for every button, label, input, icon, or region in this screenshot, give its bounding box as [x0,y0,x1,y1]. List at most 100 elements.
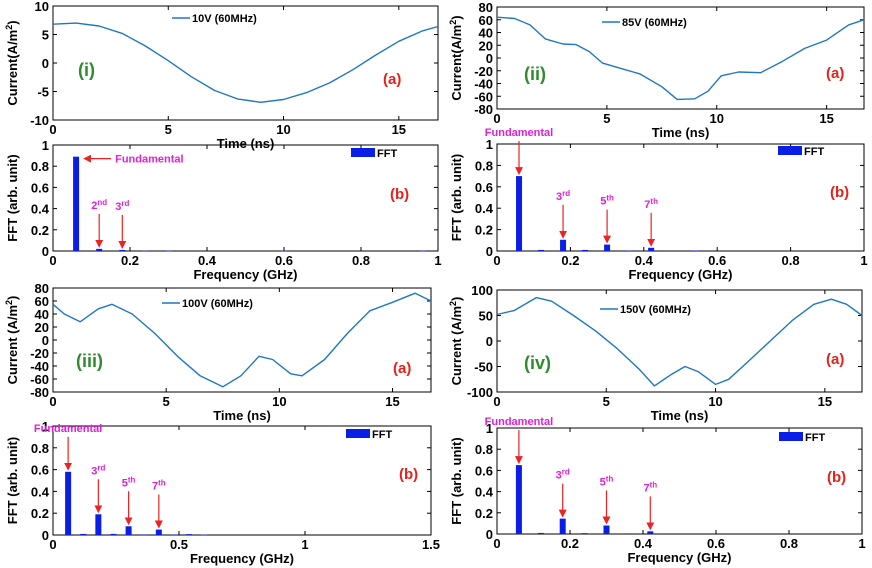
panel-p3b: 0 0.5 1 1.5 0 0.2 0.4 0.6 0.8 1 Frequency (GHz) FFT… [5,419,440,566]
annotation-label: 7th [643,480,657,495]
x-tick-label: 0 [49,394,56,409]
fft-bar [165,250,172,252]
fft-bar [65,471,72,535]
fft-bar [625,533,632,534]
x-tick-label: 0 [493,536,500,551]
y-axis-label: FFT (arb. unit) [449,154,464,241]
x-tick-label: 1.5 [422,537,440,552]
fft-bar [125,526,132,535]
y-tick-label: 0 [42,333,49,348]
fft-bar [515,465,522,534]
y-tick-label: 0 [486,334,493,349]
x-tick-label: 0.4 [198,253,217,268]
y-tick-label: -100 [467,385,493,400]
legend-bar-swatch [351,148,375,157]
axes-box [52,144,439,252]
legend-label: 85V (60MHz) [622,17,687,29]
y-tick-label: 80 [35,281,49,296]
x-tick-label: 0 [493,394,500,409]
panel-tag: (a) [393,360,411,377]
fft-bar [119,249,126,251]
panel-tag: (b) [390,186,409,203]
x-tick-label: 0.8 [782,253,800,268]
y-tick-label: 1 [42,419,49,434]
y-tick-label: 0.6 [31,180,49,195]
legend-label: FFT [377,148,397,160]
x-axis-label: Time (ns) [651,408,709,423]
legend-label: 150V (60MHz) [620,304,691,316]
x-tick-label: 0 [493,111,500,126]
y-tick-label: -60 [474,89,493,104]
fft-bar [186,534,193,535]
y-tick-label: -40 [30,359,49,374]
legend-bar-swatch [778,146,802,155]
y-tick-label: 40 [35,307,49,322]
y-tick-label: 0.8 [31,441,49,456]
fft-bar [201,534,208,536]
x-tick-label: 0.5 [170,537,188,552]
y-tick-label: 1 [486,421,493,436]
y-tick-label: -5 [37,85,49,100]
x-axis-label: Time (ns) [217,136,275,151]
fft-bar [281,250,287,252]
fft-bar [95,514,102,535]
y-tick-label: 100 [471,283,493,298]
x-tick-label: 0.2 [121,253,139,268]
x-tick-label: 10 [276,122,290,137]
fft-bar [692,250,699,252]
y-tick-label: -50 [474,360,493,375]
axes-box [52,425,432,536]
axes-box [496,427,863,535]
annotation-label: Fundamental [485,416,553,428]
x-tick-label: 0.2 [561,536,579,551]
x-tick-label: 0 [49,253,56,268]
x-axis-label: Time (ns) [213,408,271,423]
annotation-label: 3rd [556,188,570,203]
y-tick-label: 0 [42,528,49,543]
y-tick-label: 0.2 [31,506,49,521]
y-tick-label: 0.6 [475,180,493,195]
y-tick-label: 0.4 [31,202,50,217]
fft-bar [80,533,87,535]
panel-p4a: 0 5 10 15 -100 -50 0 50 100 Time (ns) Current (A/m… [448,283,863,423]
x-tick-label: 0.4 [634,536,653,551]
fft-bar [419,250,426,252]
x-tick-label: 0.4 [635,253,654,268]
panel-tag: (a) [383,71,401,88]
fft-bar [582,249,589,251]
panel-roman-label: (ii) [524,64,546,84]
y-axis-label: Current (A/m2) [448,297,464,386]
fft-bar [603,525,610,534]
x-axis-label: Time (ns) [652,125,710,140]
y-tick-label: 60 [479,13,493,28]
annotation-label: 3rd [556,467,570,482]
fft-bar [155,529,162,535]
fft-bar [110,533,117,535]
panel-tag: (b) [827,469,846,486]
x-tick-label: 1 [860,253,867,268]
axes-box [496,143,865,252]
x-tick-label: 15 [818,394,832,409]
legend-bar-swatch [346,429,370,438]
fft-bar [73,156,80,251]
x-tick-label: 0.8 [780,536,798,551]
x-tick-label: 1 [858,536,865,551]
annotation-label: 5th [122,475,136,490]
y-axis-label: Current (A/m2) [4,296,20,385]
x-tick-label: 5 [603,111,610,126]
annotation-label: 5th [600,474,614,489]
annotation-label: Fundamental [115,154,183,166]
x-tick-label: 5 [165,122,172,137]
y-tick-label: 0.2 [475,506,493,521]
y-axis-label: FFT (arb. unit) [5,437,20,524]
fft-bar [538,249,545,251]
legend-label: 10V (60MHz) [192,13,257,25]
x-tick-label: 0.6 [707,536,725,551]
fft-bar [581,533,588,534]
fft-bar [626,250,633,252]
